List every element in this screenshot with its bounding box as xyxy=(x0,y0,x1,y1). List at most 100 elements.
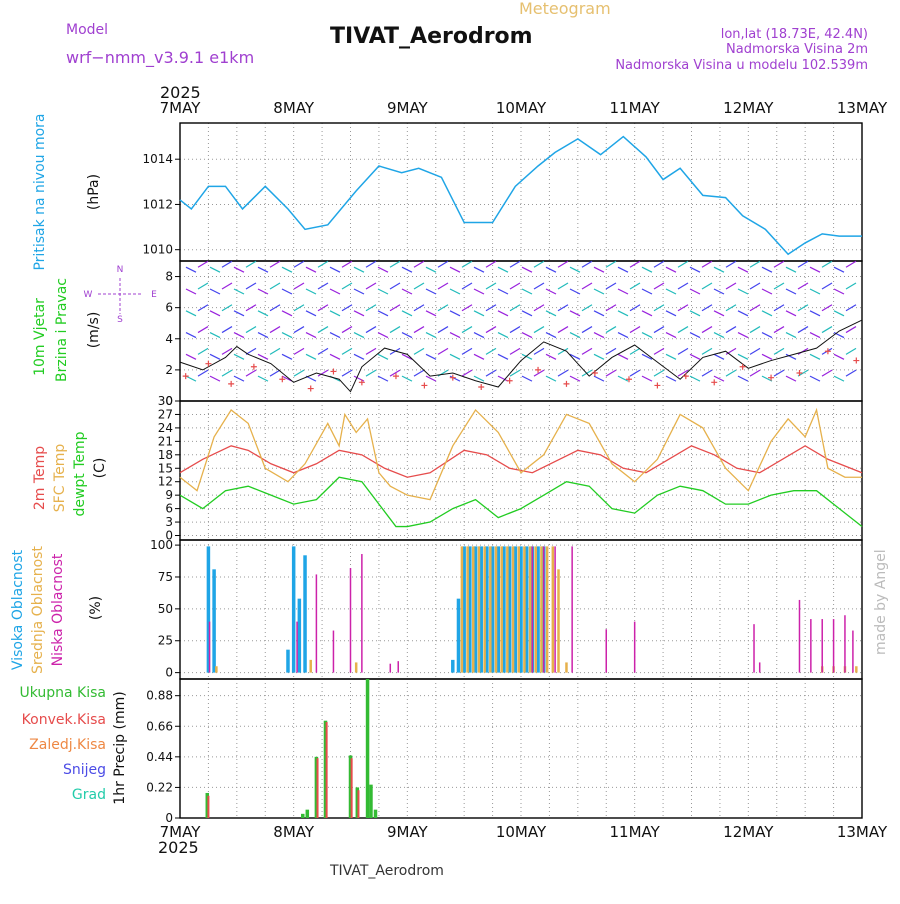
panel-pressure: 1010 1012 1014 Pritisak na nivou mora (hPa) xyxy=(32,113,863,271)
y-tick-label: 6 xyxy=(165,502,173,516)
wind-barb xyxy=(269,347,281,355)
wind-barb xyxy=(617,310,629,317)
wind-barb xyxy=(629,260,641,268)
y-tick-label: 0.22 xyxy=(146,780,173,794)
wind-barb xyxy=(437,260,449,268)
wind-barb xyxy=(641,310,653,317)
wind-barb xyxy=(845,369,857,377)
credit-text: made by Angel xyxy=(873,549,889,655)
wind-barb xyxy=(473,288,485,295)
y-tick-label: 50 xyxy=(158,602,173,616)
elevation-text: Nadmorska Visina 2m xyxy=(726,42,868,57)
wind-barb xyxy=(581,260,593,268)
y-tick-label: 0 xyxy=(165,529,173,543)
wind-barb xyxy=(581,282,593,290)
wind-barb xyxy=(761,288,773,295)
cloud-high-bar xyxy=(519,546,523,673)
meteogram-label: Meteogram xyxy=(519,0,611,18)
cloud-low-bar xyxy=(832,619,835,673)
wind-barb xyxy=(377,353,389,360)
wind-barb xyxy=(329,288,341,295)
wind-barb xyxy=(449,288,461,295)
wind-barb xyxy=(593,266,605,273)
cloud-mid-bar xyxy=(534,546,538,673)
y-tick-label: 100 xyxy=(150,538,173,552)
wind-barb xyxy=(665,332,677,339)
wind-barb xyxy=(677,369,689,377)
wind-barb xyxy=(197,282,209,290)
wind-gust-point xyxy=(250,363,257,370)
cloud-mid-bar xyxy=(545,546,549,673)
cloud-mid-bar xyxy=(517,546,520,673)
wind-barb xyxy=(701,347,713,355)
wind-barb xyxy=(233,353,245,360)
wind-barb xyxy=(317,304,329,312)
wind-barb xyxy=(497,288,509,295)
wind-gust-point xyxy=(228,380,235,387)
wind-barb xyxy=(197,304,209,312)
wind-barb xyxy=(437,347,449,355)
x-day-label-top: 13MAY xyxy=(837,99,888,117)
wind-barb xyxy=(845,282,857,290)
y-tick-label: 21 xyxy=(158,434,173,448)
wind-gust-point xyxy=(358,379,365,386)
wind-barb xyxy=(245,282,257,290)
wind-gust-point xyxy=(330,368,337,375)
y-tick-label: 18 xyxy=(158,448,173,462)
y-tick-label: 0.88 xyxy=(146,689,173,703)
cloud-mid-bar xyxy=(309,659,312,673)
y-tick-label: 25 xyxy=(158,634,173,648)
wind-barb xyxy=(581,347,593,355)
wind-barb xyxy=(269,260,281,268)
location-text: lon,lat (18.73E, 42.4N) xyxy=(721,27,868,42)
wind-barb xyxy=(845,326,857,334)
cloud-low-bar xyxy=(296,621,298,673)
station-title: TIVAT_Aerodrom xyxy=(330,24,533,49)
wind-barb xyxy=(365,326,377,334)
wind-barb xyxy=(389,369,401,377)
wind-barb xyxy=(665,375,677,382)
wind-barb xyxy=(653,369,665,377)
cloud-mid-label: Srednja Oblacnost xyxy=(30,546,46,674)
wind-barb xyxy=(569,375,581,382)
wind-barb xyxy=(425,353,437,360)
wind-barb xyxy=(593,332,605,339)
wind-barb xyxy=(677,326,689,334)
wind-barb xyxy=(209,332,221,339)
y-tick-label: 15 xyxy=(158,461,173,475)
x-day-label-bottom: 9MAY xyxy=(387,823,429,841)
legend-zaledj: Zaledj.Kisa xyxy=(29,737,106,753)
wind-barb xyxy=(377,288,389,295)
wind-gust-point xyxy=(182,373,189,380)
wind-barb xyxy=(257,310,269,317)
wind-barb xyxy=(233,375,245,382)
wind-barb xyxy=(701,369,713,377)
model-name: wrf−nmm_v3.9.1 e1km xyxy=(66,48,254,68)
wind-barb xyxy=(401,266,413,273)
precip-total-bar xyxy=(369,784,373,818)
wind-barb xyxy=(425,266,437,273)
cloud-high-bar xyxy=(485,546,489,673)
wind-barb xyxy=(257,266,269,273)
wind-gust-point xyxy=(392,373,399,380)
precip-ylabel: 1hr Precip (mm) xyxy=(112,691,128,804)
wind-barb xyxy=(545,288,557,295)
wind-barb xyxy=(293,326,305,334)
cloud-high-bar xyxy=(212,569,216,673)
wind-barb xyxy=(269,369,281,377)
wind-barb xyxy=(461,369,473,377)
wind-barb xyxy=(413,326,425,334)
compass-e: E xyxy=(151,290,157,300)
cloud-high-bar xyxy=(206,546,211,673)
y-tick-label: 1014 xyxy=(142,152,173,166)
wind-barb xyxy=(689,288,701,295)
wind-gust-point xyxy=(421,382,428,389)
x-day-label-bottom: 12MAY xyxy=(723,823,774,841)
y-tick-label: 0 xyxy=(165,666,173,680)
temp-2m-line xyxy=(179,445,863,478)
y-tick-label: 0 xyxy=(165,811,173,825)
wind-barb xyxy=(233,310,245,317)
cloud-high-bar xyxy=(502,546,506,673)
wind-barb xyxy=(257,288,269,295)
